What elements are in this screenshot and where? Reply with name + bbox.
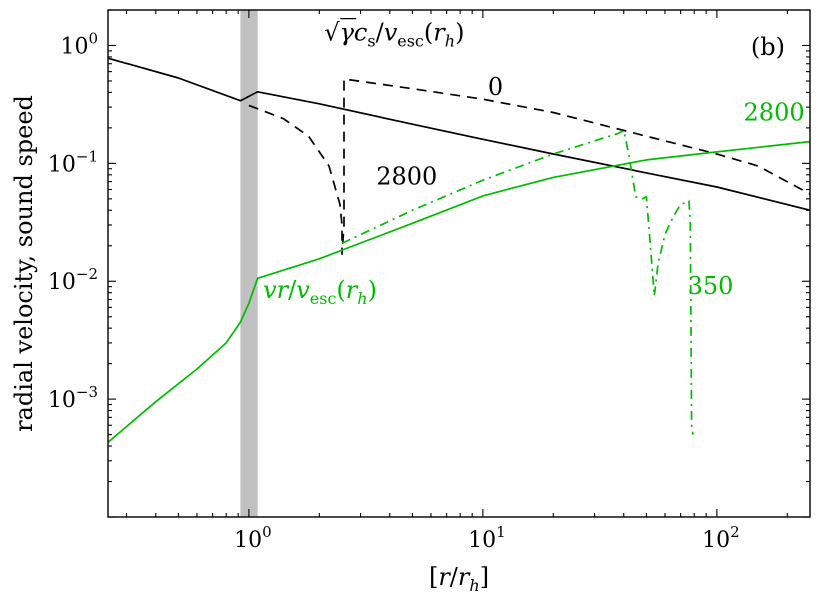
- y-tick-label: 10−2: [48, 265, 98, 295]
- y-tick-label: 10−1: [48, 147, 98, 177]
- shaded-band: [240, 10, 258, 517]
- y-tick-label: 100: [60, 29, 98, 59]
- series-line-4-dashdot: [341, 129, 694, 435]
- x-tick-label: 100: [234, 523, 272, 553]
- panel-label: (b): [751, 33, 785, 61]
- curve-label-label-2800-black: 2800: [376, 163, 437, 191]
- curve-label-label-2800-green: 2800: [744, 99, 805, 127]
- series-line-2-dashed: [248, 78, 810, 255]
- series-line-1-solid: [108, 57, 810, 212]
- x-tick-label: 102: [702, 523, 740, 553]
- x-tick-label: 101: [468, 523, 506, 553]
- y-tick-label: 10−3: [48, 383, 98, 413]
- plot-frame: [107, 9, 811, 518]
- curve-label-label-350: 350: [688, 272, 734, 300]
- sound-speed-label: √γcs/vesc(rh): [324, 19, 464, 51]
- x-axis-label: [r/rh]: [429, 563, 489, 595]
- y-axis-label: radial velocity, sound speed: [10, 95, 38, 432]
- velocity-label: vr/vesc(rh): [263, 276, 377, 308]
- curve-label-label-0: 0: [488, 73, 503, 101]
